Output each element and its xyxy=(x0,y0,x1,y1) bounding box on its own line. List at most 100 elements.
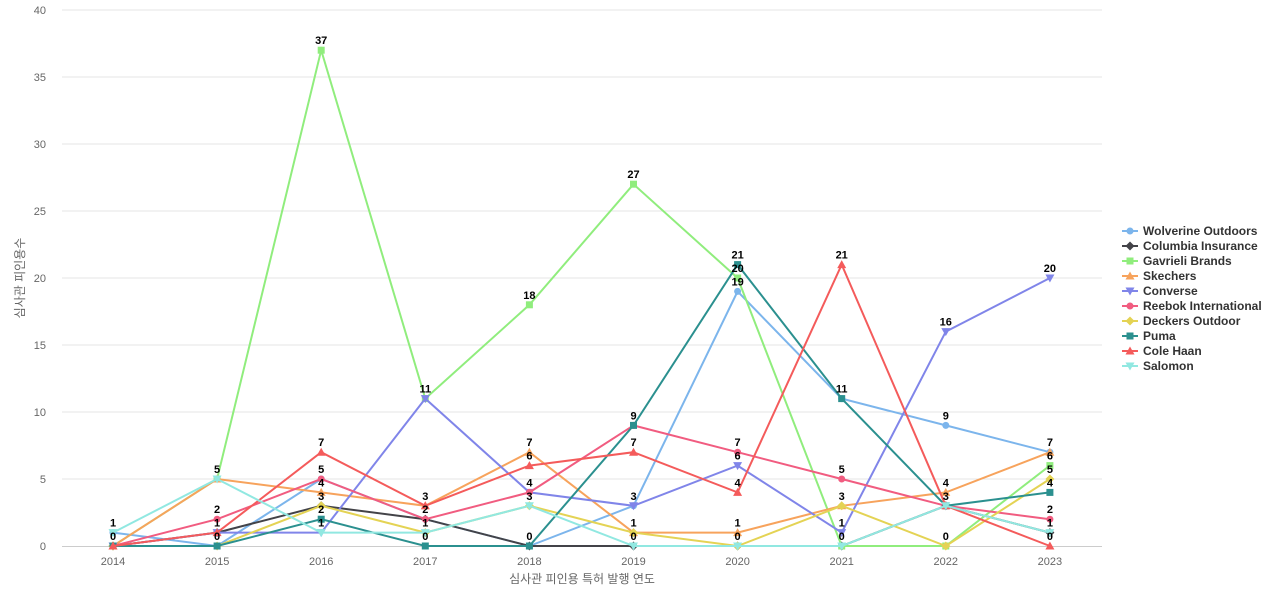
data-label: 3 xyxy=(839,491,845,503)
series-line xyxy=(112,262,1051,547)
data-point xyxy=(733,487,743,496)
data-label: 0 xyxy=(839,531,845,543)
data-point xyxy=(734,261,742,269)
data-point xyxy=(420,395,430,404)
series-cole-haan xyxy=(108,260,1055,550)
data-point xyxy=(317,475,325,483)
legend-label: Gavrieli Brands xyxy=(1143,254,1232,268)
data-point xyxy=(629,447,638,456)
data-label: 18 xyxy=(523,290,535,302)
data-point xyxy=(733,542,743,551)
data-label: 6 xyxy=(1047,451,1053,463)
legend-item[interactable]: Wolverine Outdoors xyxy=(1122,224,1258,238)
data-point xyxy=(1045,529,1055,538)
data-point xyxy=(108,529,118,538)
data-point xyxy=(629,542,638,551)
data-point xyxy=(1045,474,1055,484)
data-label: 5 xyxy=(214,464,220,476)
series-line xyxy=(113,262,1051,547)
legend-label: Salomon xyxy=(1143,359,1194,373)
data-point xyxy=(837,260,847,269)
legend-label: Columbia Insurance xyxy=(1143,239,1258,253)
y-tick-label: 10 xyxy=(34,407,46,419)
data-point xyxy=(630,180,637,188)
data-label: 1 xyxy=(110,518,116,530)
data-point xyxy=(1045,274,1055,283)
data-label: 11 xyxy=(836,384,848,396)
legend-label: Wolverine Outdoors xyxy=(1143,224,1258,238)
legend-item[interactable]: Converse xyxy=(1122,284,1198,298)
legend-item[interactable]: Skechers xyxy=(1122,269,1197,283)
legend-item[interactable]: Reebok International xyxy=(1122,299,1262,313)
data-label: 3 xyxy=(943,491,949,503)
data-label: 9 xyxy=(943,410,949,422)
data-label: 0 xyxy=(943,531,949,543)
data-label: 16 xyxy=(940,317,952,329)
legend-item[interactable]: Deckers Outdoor xyxy=(1122,314,1241,328)
data-point xyxy=(941,328,951,337)
data-point xyxy=(317,46,325,54)
y-tick-label: 5 xyxy=(40,474,46,486)
data-label: 6 xyxy=(735,451,741,463)
data-point xyxy=(837,501,847,511)
series-line xyxy=(112,477,1051,547)
data-point xyxy=(733,528,743,537)
y-tick-label: 40 xyxy=(34,5,46,17)
data-point xyxy=(1046,515,1054,523)
legend-marker xyxy=(1126,302,1134,310)
legend-item[interactable]: Cole Haan xyxy=(1122,344,1202,358)
data-label: 1 xyxy=(735,518,741,530)
data-point xyxy=(421,542,429,550)
data-label: 3 xyxy=(526,491,532,503)
data-label: 7 xyxy=(526,437,532,449)
data-point xyxy=(212,528,222,537)
legend-item[interactable]: Puma xyxy=(1122,329,1176,343)
data-label: 1 xyxy=(630,518,636,530)
data-point xyxy=(317,515,325,523)
data-point xyxy=(1045,447,1055,456)
legend-label: Puma xyxy=(1143,329,1176,343)
data-label: 2 xyxy=(214,504,220,516)
data-point xyxy=(316,501,326,511)
legend-marker xyxy=(1126,227,1134,235)
legend-marker xyxy=(1125,287,1135,296)
data-point xyxy=(733,462,743,471)
data-point xyxy=(1046,488,1054,496)
legend-marker xyxy=(1126,332,1134,340)
series-line xyxy=(112,451,1051,547)
data-label: 0 xyxy=(630,531,636,543)
data-label: 2 xyxy=(318,504,324,516)
y-tick-label: 30 xyxy=(34,139,46,151)
data-label: 2 xyxy=(1047,504,1053,516)
series-layer xyxy=(108,46,1055,551)
legend-item[interactable]: Gavrieli Brands xyxy=(1122,254,1232,268)
y-tick-label: 25 xyxy=(34,206,46,218)
y-tick-label: 0 xyxy=(40,541,46,553)
data-point xyxy=(838,395,846,403)
data-point xyxy=(1046,462,1054,470)
series-wolverine-outdoors xyxy=(109,287,1054,550)
data-label: 5 xyxy=(839,464,845,476)
data-point xyxy=(525,301,533,309)
data-point xyxy=(213,515,221,523)
data-point xyxy=(525,542,533,550)
legend-item[interactable]: Salomon xyxy=(1122,359,1194,373)
data-label: 5 xyxy=(1047,464,1053,476)
series-line xyxy=(112,46,1051,547)
data-label: 7 xyxy=(735,437,741,449)
legend-marker xyxy=(1125,362,1135,371)
data-label: 4 xyxy=(318,477,325,489)
data-point xyxy=(629,528,638,538)
data-label: 5 xyxy=(318,464,324,476)
legend-item[interactable]: Columbia Insurance xyxy=(1122,239,1258,253)
data-label: 0 xyxy=(110,531,116,543)
data-point xyxy=(421,515,429,523)
legend-label: Converse xyxy=(1143,284,1198,298)
data-label: 2 xyxy=(422,504,428,516)
data-label: 6 xyxy=(526,451,532,463)
y-axis-title: 심사관 피인용수 xyxy=(13,238,27,319)
data-label: 7 xyxy=(630,437,636,449)
data-label: 4 xyxy=(943,477,950,489)
